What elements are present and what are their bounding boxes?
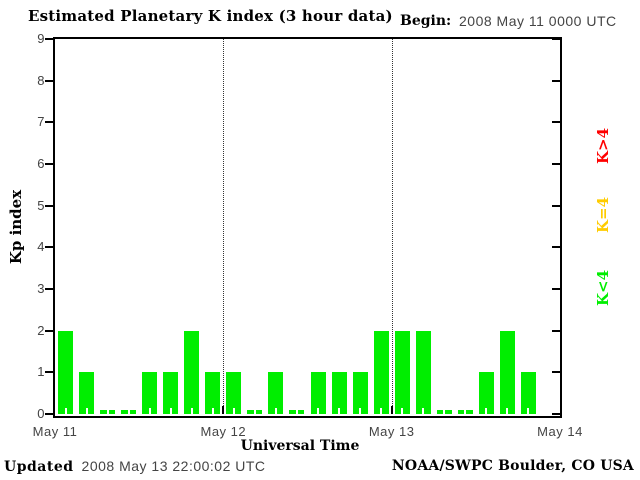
x-tick-label: May 14 <box>537 424 583 439</box>
y-tick-label: 6 <box>37 156 45 171</box>
chart-title: Estimated Planetary K index (3 hour data… <box>28 7 393 25</box>
kp-bar <box>184 330 200 414</box>
bar-tick-notch <box>106 408 109 414</box>
y-axis-tick-left <box>45 371 53 374</box>
x-axis-day-tick <box>390 406 393 414</box>
y-axis-tick-left <box>45 246 53 249</box>
legend-item-k-lt-4: K<4 <box>594 269 612 307</box>
bar-tick-notch <box>422 408 425 414</box>
bar-tick-notch <box>190 408 193 414</box>
bar-tick-notch <box>338 408 341 414</box>
y-axis-tick-left <box>45 204 53 207</box>
kp-bar <box>394 330 410 414</box>
y-axis-tick-right <box>552 246 560 249</box>
y-axis-tick-left <box>45 163 53 165</box>
bar-tick-notch <box>253 408 256 414</box>
bar-tick-notch <box>464 408 467 414</box>
y-tick-label: 3 <box>37 281 45 296</box>
y-axis-tick-left <box>45 413 53 415</box>
bar-tick-notch <box>380 408 383 414</box>
x-tick-label: May 11 <box>32 424 78 439</box>
x-axis-title: Universal Time <box>240 438 360 454</box>
bar-tick-notch <box>443 408 446 414</box>
kp-bar <box>163 372 179 414</box>
y-axis-tick-left <box>45 79 53 82</box>
bar-tick-notch <box>148 408 151 414</box>
y-tick-label: 0 <box>37 406 45 421</box>
y-axis-tick-right <box>552 121 560 124</box>
begin-label: Begin: <box>400 13 452 29</box>
kp-bar <box>415 330 431 414</box>
legend-item-k-gt-4: K>4 <box>594 127 612 165</box>
day-boundary-gridline <box>223 39 225 414</box>
y-axis-tick-left <box>45 38 53 40</box>
x-tick-label: May 13 <box>368 424 415 439</box>
source-credit: NOAA/SWPC Boulder, CO USA <box>391 458 634 474</box>
kp-bar <box>478 372 494 414</box>
kp-bar <box>205 372 221 414</box>
kp-bar <box>79 372 95 414</box>
kp-bar <box>352 372 368 414</box>
updated-value: 2008 May 13 22:00:02 UTC <box>81 458 266 474</box>
day-boundary-gridline <box>391 39 393 414</box>
kp-bar <box>142 372 158 414</box>
bar-tick-notch <box>359 408 362 414</box>
y-axis-tick-right <box>552 371 560 374</box>
y-axis-tick-right <box>552 204 560 207</box>
y-axis-tick-right <box>552 163 560 165</box>
y-tick-label: 7 <box>37 114 45 130</box>
bar-tick-notch <box>211 408 214 414</box>
kp-bar <box>373 330 389 414</box>
kp-bar <box>331 372 347 414</box>
y-tick-label: 1 <box>37 364 45 380</box>
y-axis-tick-left <box>45 121 53 124</box>
y-axis-tick-right <box>552 413 560 415</box>
bar-tick-notch <box>232 408 235 414</box>
bar-tick-notch <box>274 408 277 414</box>
y-tick-label: 4 <box>37 239 45 255</box>
y-axis-tick-left <box>45 329 53 332</box>
y-axis-tick-right <box>552 79 560 82</box>
bar-tick-notch <box>64 408 67 414</box>
bar-tick-notch <box>295 408 298 414</box>
y-tick-label: 2 <box>37 322 45 338</box>
bar-tick-notch <box>169 408 172 414</box>
kp-bar <box>499 330 515 414</box>
bar-tick-notch <box>485 408 488 414</box>
legend-item-k-eq-4: K=4 <box>594 196 612 234</box>
bar-tick-notch <box>506 408 509 414</box>
updated-row: Updated 2008 May 13 22:00:02 UTC <box>4 458 266 475</box>
kp-bar <box>226 372 242 414</box>
y-axis-tick-right <box>552 288 560 290</box>
bar-tick-notch <box>401 408 404 414</box>
x-tick-label: May 12 <box>200 424 247 439</box>
bar-tick-notch <box>85 408 88 414</box>
kp-bar <box>58 330 74 414</box>
y-tick-label: 8 <box>37 72 45 88</box>
y-tick-label: 5 <box>37 197 45 213</box>
kp-bar <box>310 372 326 414</box>
y-axis-tick-right <box>552 38 560 40</box>
x-axis-day-tick <box>222 406 225 414</box>
kp-bar <box>268 372 284 414</box>
y-axis-tick-right <box>552 329 560 332</box>
kp-bar <box>520 372 536 414</box>
bar-tick-notch <box>127 408 130 414</box>
bar-tick-notch <box>317 408 320 414</box>
begin-value: 2008 May 11 0000 UTC <box>459 13 617 29</box>
bar-tick-notch <box>527 408 530 414</box>
plot-area <box>53 37 562 418</box>
y-tick-label: 9 <box>37 31 45 46</box>
updated-label: Updated <box>4 459 74 475</box>
y-axis-tick-left <box>45 288 53 290</box>
